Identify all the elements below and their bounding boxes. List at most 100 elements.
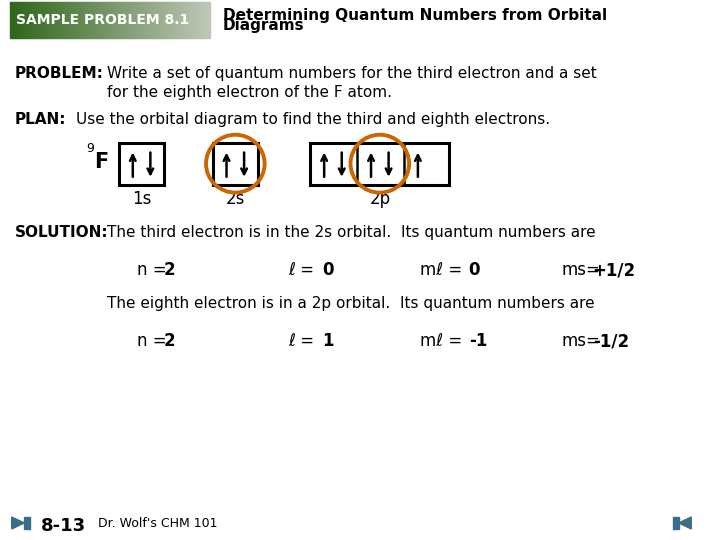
Bar — [158, 2, 159, 38]
Bar — [75, 2, 76, 38]
Bar — [39, 2, 40, 38]
Bar — [172, 2, 174, 38]
Bar — [163, 2, 164, 38]
Text: 2s: 2s — [225, 190, 245, 207]
Bar — [89, 2, 90, 38]
Bar — [68, 2, 69, 38]
Bar — [96, 2, 99, 38]
Text: -1: -1 — [469, 332, 487, 350]
Text: Write a set of quantum numbers for the third electron and a set: Write a set of quantum numbers for the t… — [107, 66, 597, 81]
Bar — [17, 2, 18, 38]
Bar — [181, 2, 182, 38]
Polygon shape — [678, 517, 691, 529]
Bar — [29, 2, 30, 38]
Bar — [151, 2, 153, 38]
Bar — [116, 2, 117, 38]
Bar — [50, 2, 51, 38]
Bar — [86, 2, 87, 38]
Bar — [157, 2, 158, 38]
Bar — [110, 2, 112, 38]
Bar — [203, 2, 204, 38]
Bar — [204, 2, 205, 38]
Bar — [153, 2, 154, 38]
Bar — [81, 2, 82, 38]
Text: 0: 0 — [323, 261, 333, 280]
Bar — [113, 2, 114, 38]
Bar — [40, 2, 41, 38]
Text: -1/2: -1/2 — [593, 332, 629, 350]
Bar — [118, 2, 120, 38]
Bar — [78, 2, 79, 38]
Bar — [196, 2, 197, 38]
Bar — [120, 2, 122, 38]
Bar — [144, 2, 145, 38]
Bar — [24, 517, 30, 529]
Bar — [154, 2, 156, 38]
Text: 2: 2 — [164, 332, 176, 350]
Bar — [54, 2, 55, 38]
Bar — [11, 2, 12, 38]
Bar — [78, 2, 81, 38]
Bar — [169, 2, 171, 38]
Bar — [192, 2, 194, 38]
Bar — [143, 2, 144, 38]
Bar — [148, 2, 149, 38]
Bar — [84, 2, 85, 38]
Bar — [19, 2, 20, 38]
Bar — [134, 2, 135, 38]
Bar — [24, 2, 25, 38]
Bar — [104, 2, 105, 38]
Bar — [125, 2, 126, 38]
Bar — [45, 2, 46, 38]
Bar — [156, 2, 158, 38]
Bar — [58, 2, 59, 38]
Bar — [108, 2, 109, 38]
Bar — [27, 2, 28, 38]
Bar — [62, 2, 63, 38]
Bar — [93, 2, 94, 38]
Bar — [10, 2, 12, 38]
Bar — [77, 2, 78, 38]
Bar — [90, 2, 91, 38]
Bar — [70, 2, 71, 38]
Bar — [109, 2, 110, 38]
Bar — [182, 2, 184, 38]
Bar — [83, 2, 84, 38]
Text: n =: n = — [137, 261, 166, 280]
Bar — [96, 2, 97, 38]
Text: for the eighth electron of the F atom.: for the eighth electron of the F atom. — [107, 85, 392, 100]
Bar — [129, 2, 130, 38]
Bar — [92, 2, 94, 38]
Bar — [14, 2, 15, 38]
Bar — [60, 2, 63, 38]
Text: ms=: ms= — [562, 332, 600, 350]
Text: SAMPLE PROBLEM 8.1: SAMPLE PROBLEM 8.1 — [16, 13, 189, 27]
Bar — [12, 2, 13, 38]
Bar — [201, 2, 202, 38]
Bar — [46, 2, 48, 38]
Bar — [48, 2, 49, 38]
Text: F: F — [94, 152, 108, 172]
Bar — [63, 2, 64, 38]
Bar — [155, 2, 156, 38]
Text: 8-13: 8-13 — [41, 517, 86, 535]
Bar — [200, 2, 202, 38]
Bar — [64, 2, 66, 38]
Bar — [115, 2, 117, 38]
Bar — [32, 2, 33, 38]
Bar — [26, 2, 27, 38]
Bar — [44, 2, 45, 38]
Text: n =: n = — [137, 332, 166, 350]
Bar — [131, 2, 132, 38]
Bar — [85, 2, 86, 38]
Text: 1: 1 — [323, 332, 333, 350]
Bar — [178, 2, 179, 38]
Bar — [37, 2, 40, 38]
Text: 9: 9 — [86, 141, 94, 154]
Bar — [53, 2, 54, 38]
Bar — [111, 2, 112, 38]
Bar — [130, 2, 131, 38]
Text: The eighth electron is in a 2p orbital.  Its quantum numbers are: The eighth electron is in a 2p orbital. … — [107, 296, 595, 312]
Bar — [31, 2, 32, 38]
Bar — [202, 2, 204, 38]
